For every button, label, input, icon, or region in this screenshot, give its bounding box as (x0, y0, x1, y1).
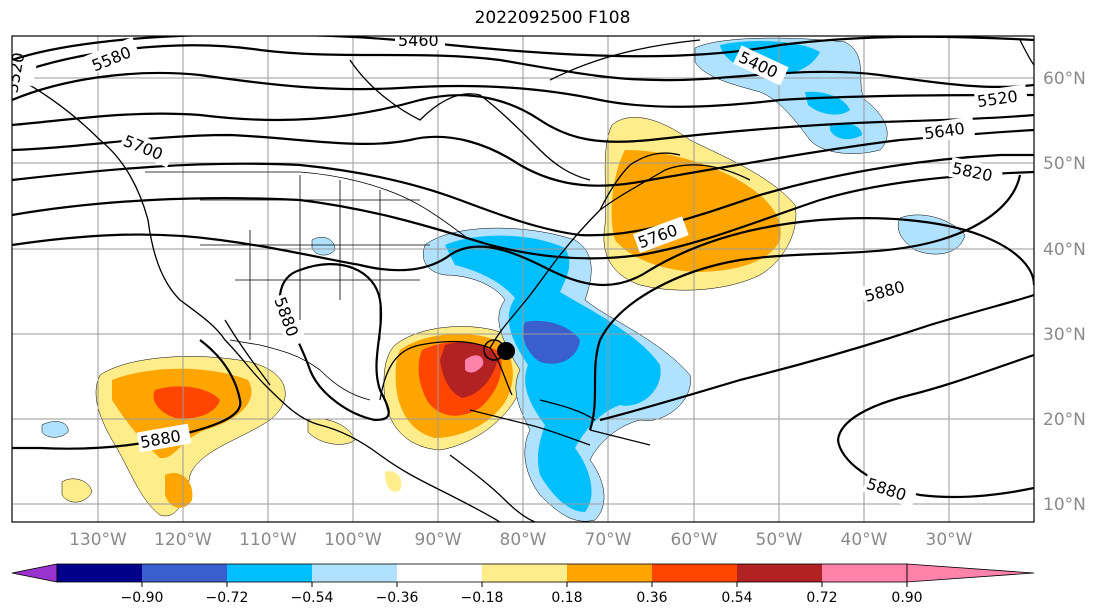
lon-label: 70°W (585, 530, 632, 550)
colorbar-bin (397, 564, 482, 582)
lon-label: 60°W (671, 530, 718, 550)
map-title: 2022092500 F108 (474, 8, 631, 28)
lon-label: 30°W (926, 530, 973, 550)
colorbar-tick: 0.54 (721, 590, 752, 606)
lat-label: 20°N (1043, 410, 1086, 430)
lon-label: 90°W (415, 530, 462, 550)
colorbar-bin (737, 564, 822, 582)
map-frame (11, 35, 1035, 523)
colorbar-bin (142, 564, 227, 582)
colorbar-bin (822, 564, 907, 582)
lon-label: 110°W (239, 530, 297, 550)
contour-labels: 5460 5580 5520 5700 5400 5520 5640 5820 … (12, 31, 1029, 508)
colorbar-bin (482, 564, 567, 582)
storm-marker (483, 339, 515, 361)
colorbar-tick: 0.36 (636, 590, 667, 606)
contour-label-5460: 5460 (398, 31, 439, 50)
colorbar-bin (312, 564, 397, 582)
colorbar-bin (227, 564, 312, 582)
lat-label: 40°N (1043, 240, 1086, 260)
colorbar-tick: −0.90 (121, 590, 164, 606)
colorbar-tick: −0.54 (291, 590, 334, 606)
lon-label: 50°W (756, 530, 803, 550)
colorbar-bin (567, 564, 652, 582)
graticule (12, 36, 1034, 522)
lon-label: 40°W (841, 530, 888, 550)
colorbar-tick: −0.18 (461, 590, 504, 606)
colorbar-extend-min (11, 563, 58, 583)
colorbar-tick: 0.90 (891, 590, 922, 606)
colorbar-bin (57, 564, 142, 582)
colorbar-extend-max (906, 563, 1035, 583)
colorbar-tick: −0.36 (376, 590, 419, 606)
lat-label: 60°N (1043, 69, 1086, 89)
colorbar: −0.90 −0.72 −0.54 −0.36 −0.18 0.18 0.36 … (11, 563, 1035, 606)
latitude-labels: 60°N 50°N 40°N 30°N 20°N 10°N (1043, 69, 1086, 515)
lon-label: 120°W (154, 530, 212, 550)
lon-label: 100°W (324, 530, 382, 550)
lat-label: 10°N (1043, 495, 1086, 515)
colorbar-bin (652, 564, 737, 582)
colorbar-tick: −0.72 (206, 590, 249, 606)
lon-label: 80°W (500, 530, 547, 550)
lat-label: 30°N (1043, 325, 1086, 345)
lon-label: 130°W (69, 530, 127, 550)
colorbar-tick: 0.18 (551, 590, 582, 606)
longitude-labels: 130°W 120°W 110°W 100°W 90°W 80°W 70°W 6… (69, 530, 973, 550)
country-borders (145, 171, 471, 401)
colorbar-tick: 0.72 (806, 590, 837, 606)
lat-label: 50°N (1043, 154, 1086, 174)
